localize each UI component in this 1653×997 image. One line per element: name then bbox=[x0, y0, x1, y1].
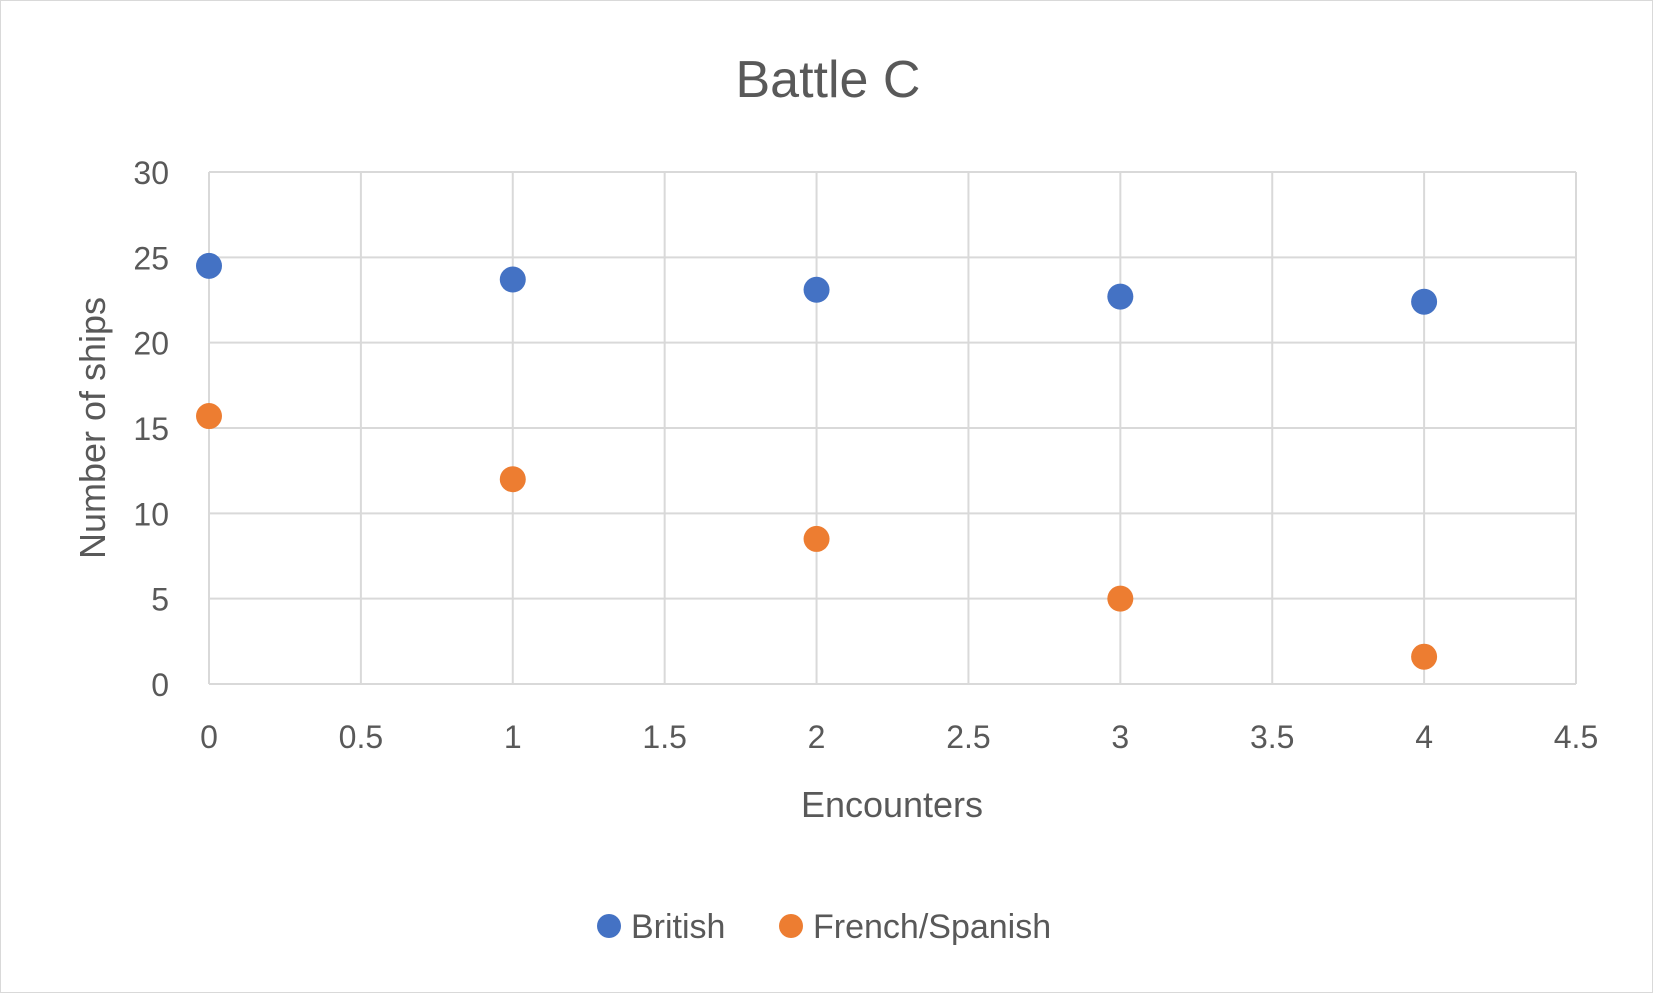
x-tick-label: 0 bbox=[200, 719, 218, 755]
axes: 0 5 10 15 20 25 30 0 0.5 1 1.5 2 2.5 3 3.5 4 4.5 bbox=[133, 155, 1598, 755]
data-point-french-spanish bbox=[1411, 643, 1438, 670]
data-points bbox=[196, 252, 1438, 670]
x-tick-label: 0.5 bbox=[339, 719, 383, 755]
y-axis-title: Number of ships bbox=[72, 297, 113, 559]
x-tick-label: 3.5 bbox=[1250, 719, 1294, 755]
x-tick-label: 4 bbox=[1415, 719, 1433, 755]
data-point-british bbox=[803, 276, 830, 303]
y-tick-label: 25 bbox=[133, 240, 169, 276]
x-tick-label: 4.5 bbox=[1554, 719, 1598, 755]
x-tick-label: 1 bbox=[504, 719, 522, 755]
legend-marker-british bbox=[597, 914, 621, 938]
legend-label-british: British bbox=[631, 908, 725, 946]
y-tick-label: 15 bbox=[133, 411, 169, 447]
x-tick-label: 2.5 bbox=[946, 719, 990, 755]
data-point-british bbox=[196, 252, 222, 279]
legend-label-french-spanish: French/Spanish bbox=[813, 908, 1051, 946]
x-axis-title: Encounters bbox=[801, 784, 983, 825]
legend-item-french-spanish: French/Spanish bbox=[779, 908, 1051, 946]
y-tick-label: 30 bbox=[133, 155, 169, 191]
y-tick-label: 0 bbox=[151, 667, 169, 703]
x-tick-label: 1.5 bbox=[642, 719, 686, 755]
chart-title: Battle C bbox=[736, 51, 921, 109]
y-tick-label: 20 bbox=[133, 326, 169, 362]
data-point-french-spanish bbox=[1107, 585, 1134, 612]
y-tick-label: 10 bbox=[133, 496, 169, 532]
legend-marker-french-spanish bbox=[779, 914, 803, 938]
legend: British French/Spanish bbox=[597, 908, 1051, 946]
gridlines bbox=[208, 171, 1577, 685]
data-point-french-spanish bbox=[196, 403, 222, 430]
y-tick-label: 5 bbox=[151, 582, 169, 618]
x-tick-label: 3 bbox=[1111, 719, 1129, 755]
data-point-british bbox=[1411, 288, 1438, 315]
data-point-french-spanish bbox=[803, 525, 830, 552]
data-point-british bbox=[1107, 283, 1134, 310]
legend-item-british: British bbox=[597, 908, 725, 946]
x-tick-label: 2 bbox=[808, 719, 826, 755]
data-point-british bbox=[499, 266, 526, 293]
data-point-french-spanish bbox=[499, 466, 526, 493]
